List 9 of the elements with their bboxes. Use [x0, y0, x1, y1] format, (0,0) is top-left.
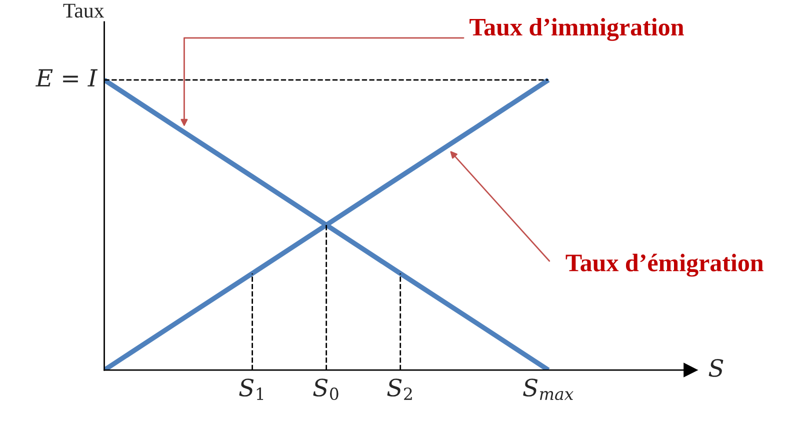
text: Taux d’émigration [566, 254, 764, 277]
x-tick-label: S$_{max}$ [523, 378, 574, 400]
text: Taux d’immigration [470, 18, 684, 41]
text: S [708, 359, 724, 377]
x-tick-label: S$_{2}$ [387, 378, 412, 400]
ref-line-label: E = I [36, 69, 98, 86]
x-tick-label: S$_{1}$ [239, 378, 264, 400]
y-axis-title: Taux [63, 4, 104, 18]
x-tick-label: S$_{0}$ [313, 378, 338, 400]
